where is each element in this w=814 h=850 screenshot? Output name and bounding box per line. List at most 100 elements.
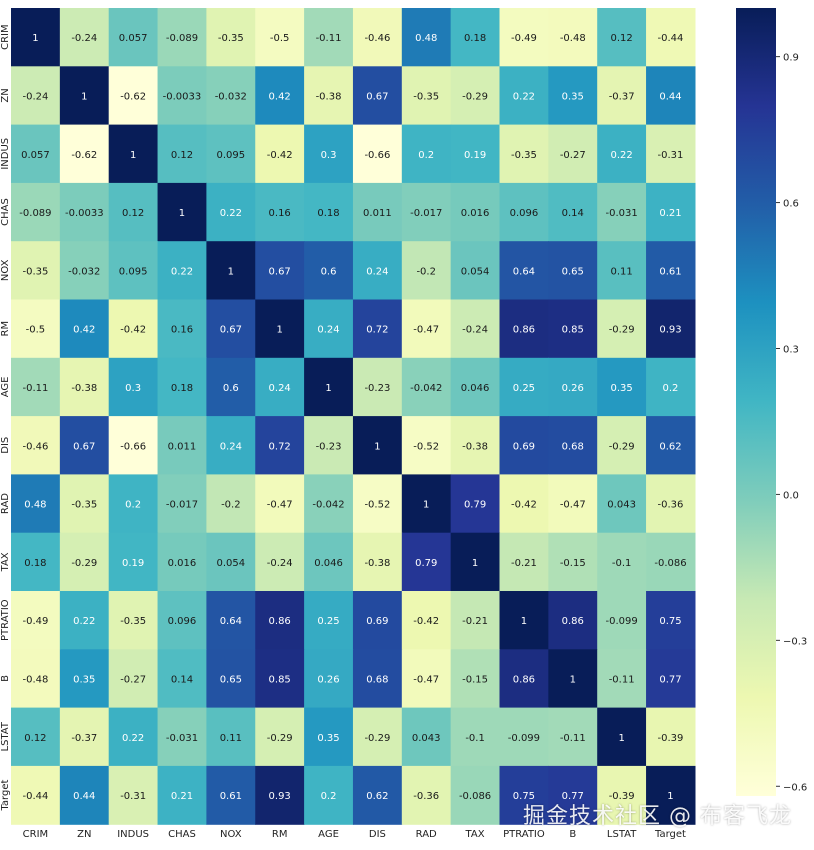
heatmap-cell <box>401 532 452 592</box>
heatmap-cell <box>401 357 452 417</box>
heatmap-cell <box>646 474 696 534</box>
x-tick-label: PTRATIO <box>503 829 545 840</box>
heatmap-cell <box>450 182 501 242</box>
heatmap-cell-value: -0.35 <box>120 616 146 627</box>
heatmap-cell-value: 0.12 <box>122 208 144 219</box>
heatmap-cell <box>157 357 207 417</box>
heatmap-cell-value: 0.25 <box>513 383 535 394</box>
colorbar-tick-label: 0.0 <box>783 490 799 501</box>
y-tick-label: INDUS <box>0 138 11 170</box>
heatmap-cell <box>255 416 305 475</box>
heatmap-cell <box>11 416 61 475</box>
x-tick-label: AGE <box>318 829 339 840</box>
heatmap-cell <box>157 124 207 184</box>
heatmap-cell <box>59 765 110 825</box>
heatmap-cell-value: 0.35 <box>317 733 339 744</box>
heatmap-cell-value: 1 <box>521 616 527 627</box>
heatmap-cell <box>157 532 207 592</box>
heatmap-cell <box>206 474 256 534</box>
heatmap-cell <box>11 241 61 301</box>
heatmap-cell-value: 0.48 <box>24 500 46 511</box>
heatmap-cell-value: -0.27 <box>120 674 146 685</box>
heatmap-cell-value: 0.35 <box>610 383 632 394</box>
heatmap-cell <box>352 707 403 767</box>
heatmap-cell <box>304 299 354 359</box>
heatmap-cell <box>11 474 61 534</box>
x-tick-label: Target <box>654 829 686 840</box>
heatmap-cell <box>499 707 549 767</box>
heatmap-cell <box>352 8 403 67</box>
heatmap-cell-value: -0.39 <box>658 733 684 744</box>
heatmap-cell-value: -0.099 <box>606 616 638 627</box>
heatmap-cell <box>597 241 647 301</box>
heatmap-cell <box>157 416 207 475</box>
heatmap-cell-value: 0.68 <box>366 674 388 685</box>
heatmap-cell-value: 0.67 <box>220 325 242 336</box>
heatmap-cell <box>304 474 354 534</box>
heatmap-cell-value: 0.16 <box>171 325 193 336</box>
heatmap-cell <box>499 299 549 359</box>
heatmap-cell <box>548 649 598 709</box>
heatmap-cell <box>499 474 549 534</box>
heatmap-cell-value: 0.11 <box>220 733 242 744</box>
heatmap-cell-value: -0.031 <box>606 208 638 219</box>
heatmap-cells <box>11 8 696 825</box>
heatmap-cell <box>548 299 598 359</box>
heatmap-cell <box>59 707 110 767</box>
colorbar-tick-label: 0.3 <box>783 344 799 355</box>
heatmap-cell-value: 0.26 <box>317 674 339 685</box>
heatmap-cell <box>352 241 403 301</box>
heatmap-cell-value: 0.67 <box>269 266 291 277</box>
heatmap-cell-value: -0.42 <box>267 150 293 161</box>
y-tick-label: DIS <box>0 437 11 454</box>
heatmap-cell <box>108 8 159 67</box>
heatmap-cell-value: -0.2 <box>221 500 241 511</box>
heatmap-cell-value: 0.22 <box>220 208 242 219</box>
heatmap-cell-value: 1 <box>130 150 136 161</box>
heatmap-cell <box>548 591 598 650</box>
x-tick-label: CHAS <box>168 829 196 840</box>
heatmap-cell <box>499 241 549 301</box>
heatmap-cell <box>352 416 403 475</box>
x-tick-label: CRIM <box>23 829 49 840</box>
heatmap-cell-value: 0.85 <box>562 325 584 336</box>
heatmap-cell <box>597 474 647 534</box>
heatmap-cell-value: -0.29 <box>71 558 97 569</box>
heatmap-cell <box>646 299 696 359</box>
heatmap-cell-value: -0.46 <box>22 441 48 452</box>
heatmap-cell <box>401 591 452 650</box>
heatmap-cell <box>597 299 647 359</box>
heatmap-cell-value: -0.35 <box>413 91 439 102</box>
heatmap-cell <box>255 8 305 67</box>
heatmap-cell <box>597 182 647 242</box>
heatmap-cell <box>59 474 110 534</box>
heatmap-cell <box>108 241 159 301</box>
heatmap-cell-value: 0.26 <box>562 383 584 394</box>
heatmap-cell <box>59 532 110 592</box>
heatmap-cell-value: 0.79 <box>464 500 486 511</box>
heatmap-cell-value: -0.52 <box>364 500 390 511</box>
heatmap-cell <box>108 649 159 709</box>
heatmap-cell <box>646 765 696 825</box>
heatmap-cell <box>401 8 452 67</box>
x-tick-label: INDUS <box>117 829 149 840</box>
heatmap-cell-value: 0.18 <box>464 33 486 44</box>
heatmap-cell-value: -0.0033 <box>163 91 202 102</box>
x-tick-label: LSTAT <box>607 829 637 840</box>
heatmap-cell <box>255 765 305 825</box>
heatmap-cell <box>255 241 305 301</box>
colorbar: 0.9 0.6 0.3 0.0 −0.3 −0.6 <box>736 8 807 796</box>
heatmap-cell-value: -0.24 <box>462 325 488 336</box>
heatmap-cell-value: 0.2 <box>418 150 434 161</box>
heatmap-cell-value: 0.057 <box>119 33 148 44</box>
heatmap-cell <box>352 357 403 417</box>
heatmap-cell-value: 0.69 <box>513 441 535 452</box>
heatmap-cell <box>401 241 452 301</box>
heatmap-cell <box>597 8 647 67</box>
heatmap-cell <box>352 591 403 650</box>
heatmap-cell <box>597 591 647 650</box>
heatmap-cell-value: -0.032 <box>215 91 247 102</box>
heatmap-cell <box>499 357 549 417</box>
x-axis-tick-labels: CRIM ZN INDUS CHAS NOX RM AGE DIS RAD TAX PTRATIO B… <box>23 829 686 840</box>
heatmap-cell-value: -0.35 <box>511 150 537 161</box>
